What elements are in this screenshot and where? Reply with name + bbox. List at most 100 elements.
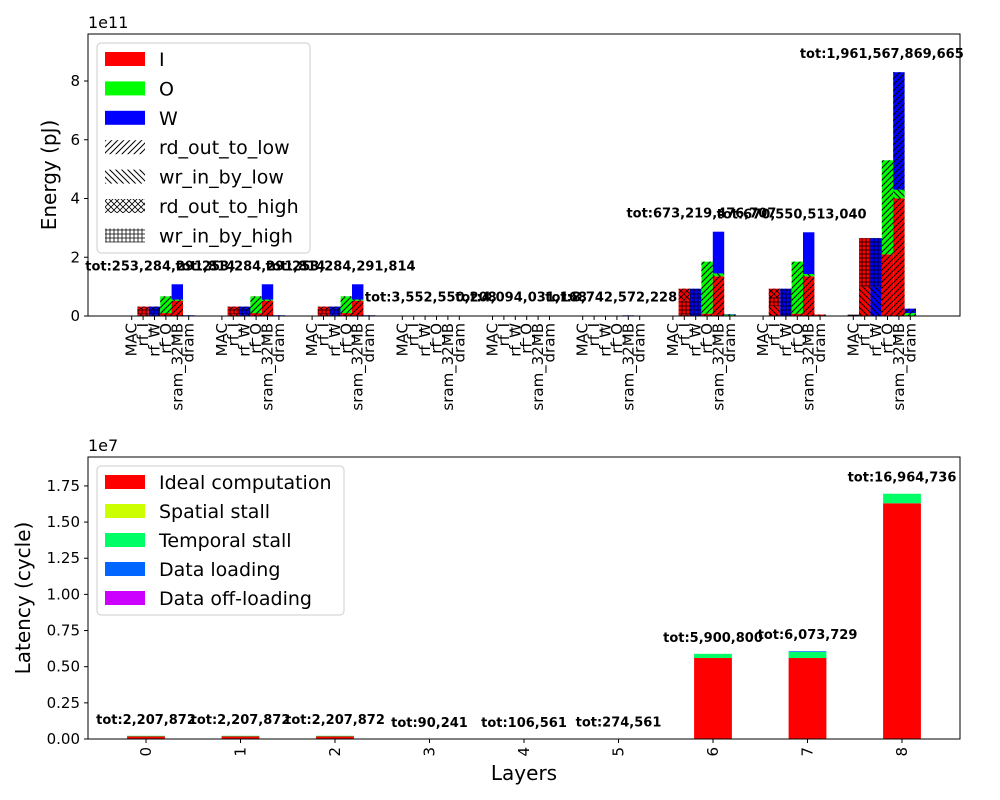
latency-y-tick-label: 0.50 [47,658,80,676]
energy-x-tick-label: rf_W [777,323,796,357]
energy-bar-hatch [250,313,262,316]
energy-x-tick-label: sram_32MB [349,323,368,411]
energy-legend-label: rd_out_to_high [159,196,299,218]
latency-x-tick-label: 7 [799,747,817,757]
energy-bar-hatch [329,306,341,309]
energy-bar-hatch [893,72,905,190]
energy-total-label: tot:670,550,513,040 [717,207,867,222]
energy-bar-hatch [329,314,341,316]
energy-x-tick-label: rf_W [597,323,616,357]
energy-legend-hatch [105,228,145,243]
latency-legend-swatch [105,533,145,547]
latency-x-tick-label: 0 [137,747,155,757]
latency-bar-segment [221,735,260,737]
latency-bar-segment [316,735,354,739]
energy-x-tick-label: MAC [844,323,862,356]
energy-bar-hatch [317,306,330,309]
energy-bar-hatch [712,273,725,277]
energy-total-label: tot:253,284,291,814 [266,259,416,274]
energy-x-tick-label: rf_O [788,323,807,354]
latency-legend-label: Temporal stall [158,530,292,552]
latency-bar-segment [221,735,260,739]
energy-bar-hatch [137,306,149,309]
energy-bar-hatch [678,300,690,315]
energy-x-tick-label: rf_I [315,323,334,346]
latency-legend-label: Ideal computation [159,472,331,494]
energy-bar-hatch [340,296,352,298]
energy-bar-hatch [701,261,713,314]
latency-bar-segment [127,735,165,739]
energy-bar-hatch [340,297,352,314]
energy-bar-hatch [678,314,690,316]
energy-y-axis-label: Energy (pJ) [37,120,61,231]
energy-x-tick-label: MAC [664,323,682,356]
energy-bar-hatch [137,314,149,316]
energy-bar-hatch [893,198,905,316]
latency-legend: Ideal computation Spatial stall Temporal s… [96,465,345,616]
energy-bar-hatch [701,313,713,316]
energy-x-tick-label: rf_I [134,323,153,346]
energy-legend-label: wr_in_by_high [159,225,293,247]
latency-total-label: tot:106,561 [481,716,567,731]
energy-x-tick-label: dram [450,323,468,363]
energy-bar-hatch [227,314,239,316]
energy-legend-swatch [105,52,145,66]
energy-bars [126,72,916,317]
latency-total-label: tot:5,900,800 [663,631,763,646]
energy-bar-hatch [239,314,251,316]
latency-total-label: tot:2,207,872 [191,713,291,728]
energy-plot-frame [87,33,961,317]
energy-y-tick-label: 4 [70,190,80,208]
latency-total-label: tot:90,241 [391,716,468,731]
energy-bar-hatch [148,306,161,309]
energy-total-label: tot:4,094,031,168 [455,291,587,306]
energy-x-tick-label: rf_O [157,323,176,354]
energy-x-tick-label: MAC [123,323,141,356]
energy-x-tick-label: dram [811,323,829,363]
energy-x-tick-label: rf_O [337,323,356,354]
latency-y-tick-label: 1.00 [47,585,80,603]
latency-legend-swatch [105,475,145,489]
energy-total-label: tot:253,284,291,814 [175,259,325,274]
energy-x-tick-label: sram_32MB [710,323,729,411]
energy-bar-hatch [859,286,871,316]
latency-legend-label: Data loading [159,559,280,581]
latency-total-label: tot:6,073,729 [758,628,858,643]
latency-bar-segment [788,651,827,652]
energy-bar-hatch [148,314,161,316]
energy-x-tick-label: rf_I [766,323,785,346]
latency-bar-segment [788,658,827,739]
energy-legend-label: O [159,78,174,100]
energy-bar-hatch [881,254,894,316]
energy-bar-hatch [227,308,239,315]
energy-x-tick-label: rf_O [608,323,627,354]
energy-bar-hatch [791,313,803,316]
energy-x-tick-label: sram_32MB [619,323,638,411]
energy-x-tick-label: dram [270,323,288,363]
energy-x-tick-label: sram_32MB [890,323,909,411]
latency-x-tick-label: 5 [610,747,628,757]
energy-legend-hatch [105,169,145,184]
energy-bar-hatch [329,308,341,315]
energy-bar-hatch [814,314,826,316]
latency-total-label: tot:2,207,872 [96,713,196,728]
latency-y-axis-label: Latency (cycle) [11,522,35,675]
latency-x-ticks: 0 1 2 3 4 5 6 7 8 [137,739,911,757]
energy-legend-swatch [105,110,145,125]
latency-legend-swatch [105,504,145,518]
energy-x-tick-label: rf_I [675,323,694,346]
energy-bar-segment [171,284,183,300]
energy-bar-hatch [870,286,882,316]
latency-bar-segment [316,735,354,737]
energy-y-tick-label: 8 [70,72,80,90]
energy-total-label: tot:8,742,572,228 [545,290,677,305]
energy-x-tick-label: dram [180,323,198,363]
energy-bar-hatch [712,276,725,316]
latency-chart: 1e7 Latency (cycle) Layers tot:2,207,872… [11,436,961,785]
energy-bar-hatch [678,288,690,301]
energy-bar-hatch [171,300,183,316]
energy-bar-hatch [160,296,172,298]
energy-bar-hatch [870,238,882,287]
latency-bar-segment [788,651,827,659]
energy-x-tick-label: rf_W [867,323,886,357]
